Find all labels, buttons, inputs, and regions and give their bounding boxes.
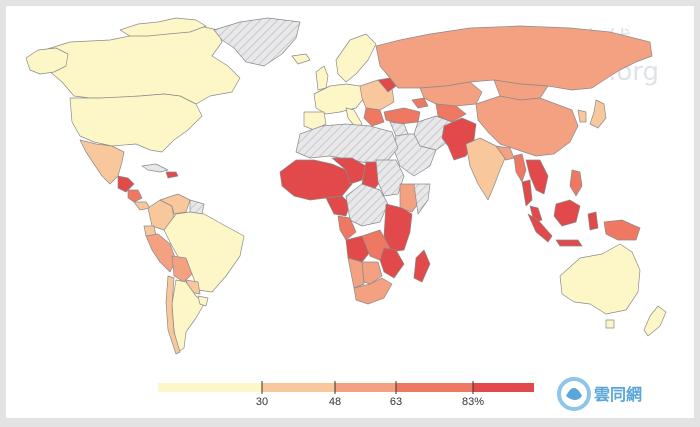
south-america — [143, 193, 245, 355]
russia-asia — [375, 25, 653, 157]
country-horn[interactable] — [413, 183, 431, 215]
country-new-guinea[interactable] — [603, 219, 641, 241]
country-indochina[interactable] — [525, 159, 549, 195]
country-greenland[interactable] — [213, 17, 301, 67]
country-borneo[interactable] — [553, 199, 581, 227]
country-panama[interactable] — [133, 201, 151, 211]
country-uruguay[interactable] — [197, 295, 209, 307]
country-russia[interactable] — [375, 25, 653, 91]
country-sulawesi[interactable] — [587, 211, 599, 231]
legend-label-1: 30 — [256, 396, 268, 408]
brand-logo: 雲同網 — [557, 377, 642, 411]
brand-logo-swirl — [566, 388, 582, 400]
europe — [291, 33, 397, 131]
country-mexico[interactable] — [79, 139, 125, 185]
legend-label-3: 63 — [390, 396, 402, 408]
country-south-africa[interactable] — [353, 277, 393, 305]
country-guianas[interactable] — [189, 199, 205, 215]
legend-segment-2 — [262, 383, 335, 392]
country-guatemala[interactable] — [117, 175, 135, 193]
country-alaska[interactable] — [25, 47, 69, 75]
country-japan[interactable] — [589, 99, 607, 129]
country-namibia[interactable] — [347, 257, 365, 289]
country-canada[interactable] — [37, 25, 241, 105]
country-iceland[interactable] — [291, 53, 311, 65]
country-mozambique-malawi[interactable] — [379, 247, 405, 279]
country-australia[interactable] — [559, 243, 641, 315]
country-bolivia[interactable] — [171, 255, 193, 283]
country-uk[interactable] — [315, 65, 329, 91]
country-turkey[interactable] — [383, 107, 421, 125]
country-myanmar[interactable] — [513, 153, 527, 183]
country-levant[interactable] — [389, 121, 409, 137]
country-new-zealand[interactable] — [643, 305, 667, 337]
country-gabon-congo[interactable] — [337, 215, 357, 241]
north-america — [25, 17, 301, 211]
country-sumatra[interactable] — [527, 213, 553, 243]
country-central-asia[interactable] — [435, 103, 467, 123]
oceania — [559, 243, 667, 337]
country-india[interactable] — [465, 137, 507, 201]
southeast-asia — [513, 153, 641, 247]
legend-segment-3 — [335, 383, 396, 392]
country-philippines[interactable] — [569, 169, 583, 197]
country-cuba[interactable] — [141, 163, 169, 173]
country-angola[interactable] — [345, 235, 371, 263]
country-sudan[interactable] — [375, 159, 405, 197]
country-madagascar[interactable] — [413, 249, 431, 283]
country-niger[interactable] — [331, 157, 367, 185]
brand-name: 雲同網 — [594, 385, 642, 404]
legend-label-2: 48 — [329, 396, 341, 408]
country-korea[interactable] — [577, 109, 587, 123]
country-nicaragua[interactable] — [127, 189, 143, 203]
country-tasmania[interactable] — [605, 319, 615, 329]
legend: 30 48 63 83% — [158, 381, 534, 408]
legend-segment-1 — [158, 383, 262, 392]
country-java[interactable] — [555, 239, 583, 247]
africa — [279, 123, 431, 305]
country-canada-islands[interactable] — [119, 17, 207, 37]
country-chile[interactable] — [165, 275, 181, 355]
country-thailand[interactable] — [521, 179, 533, 207]
country-venezuela[interactable] — [159, 193, 191, 215]
legend-segment-5 — [473, 383, 534, 392]
country-arabia[interactable] — [393, 133, 437, 177]
country-balkans[interactable] — [363, 107, 385, 127]
country-hispaniola[interactable] — [165, 171, 179, 179]
country-caucasus[interactable] — [411, 97, 429, 109]
country-chad[interactable] — [361, 161, 381, 193]
country-west-africa[interactable] — [279, 159, 353, 201]
country-usa[interactable] — [69, 93, 203, 153]
legend-label-4: 83% — [462, 396, 484, 408]
country-scandinavia[interactable] — [335, 33, 377, 83]
middle-east-south-asia — [383, 97, 515, 201]
legend-segment-4 — [396, 383, 473, 392]
country-western-europe[interactable] — [313, 83, 365, 115]
brand-logo-icon — [557, 377, 591, 411]
country-central-africa[interactable] — [345, 183, 389, 227]
country-botswana[interactable] — [361, 261, 383, 285]
country-china[interactable] — [475, 95, 579, 157]
